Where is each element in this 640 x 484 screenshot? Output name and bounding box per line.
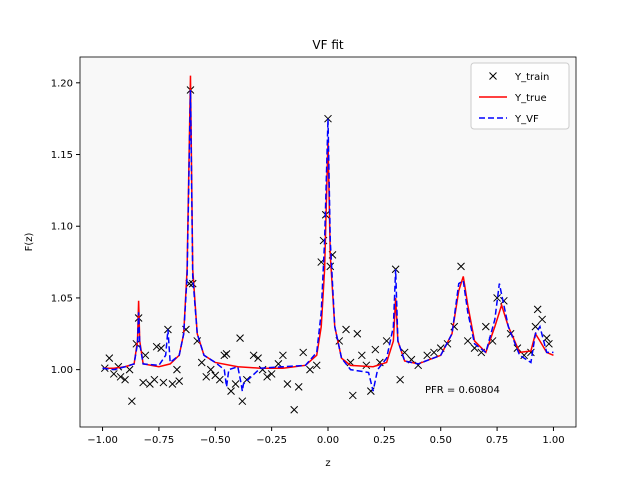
marker: [371, 345, 380, 354]
chart-title: VF fit: [312, 38, 343, 52]
marker: [121, 375, 129, 384]
marker: [290, 405, 299, 414]
marker: [215, 375, 224, 384]
y-tick-label: 1.00: [51, 365, 73, 376]
marker: [423, 351, 432, 360]
marker: [152, 342, 161, 351]
y-tick-label: 1.20: [51, 78, 73, 89]
marker: [220, 351, 229, 360]
y-axis-label: F(z): [24, 233, 35, 252]
marker: [463, 337, 472, 345]
marker: [382, 337, 391, 345]
x-tick-label: 0.50: [430, 435, 452, 446]
marker: [128, 397, 136, 406]
marker: [457, 262, 465, 271]
marker: [238, 397, 247, 406]
marker: [150, 375, 159, 384]
marker: [538, 315, 547, 324]
legend-label: Y_train: [514, 72, 549, 83]
marker: [396, 375, 404, 384]
x-tick-label: 0.25: [373, 435, 395, 446]
y-tick-label: 1.15: [51, 150, 73, 161]
marker: [520, 351, 528, 360]
marker: [353, 329, 362, 338]
x-tick-label: −0.75: [144, 435, 175, 446]
marker: [141, 351, 150, 360]
marker: [283, 380, 292, 388]
x-tick-label: −1.00: [87, 435, 118, 446]
marker: [493, 294, 501, 302]
marker: [159, 378, 168, 387]
line: [102, 89, 554, 392]
axes-frame: [79, 56, 577, 428]
marker: [357, 351, 366, 360]
marker: [231, 380, 240, 388]
marker: [116, 372, 125, 381]
marker: [157, 344, 166, 352]
line: [102, 75, 554, 369]
x-tick-label: 0.75: [486, 435, 508, 446]
y-tick-label: 1.05: [51, 293, 73, 304]
marker: [125, 365, 134, 374]
marker: [168, 380, 177, 388]
x-tick-label: −0.25: [256, 435, 287, 446]
marker: [312, 361, 321, 370]
marker: [430, 348, 438, 357]
legend-box: [470, 62, 570, 130]
marker: [294, 382, 303, 391]
plot-layer: [100, 75, 554, 414]
marker: [173, 365, 181, 374]
marker: [348, 391, 357, 400]
marker: [481, 322, 490, 331]
marker: [362, 361, 371, 370]
marker: [324, 114, 332, 123]
marker: [545, 339, 553, 348]
marker: [533, 305, 542, 314]
marker: [342, 325, 350, 334]
legend-label: Y_VF: [514, 114, 539, 125]
marker: [279, 351, 287, 360]
marker: [206, 365, 215, 374]
marker: [542, 334, 551, 342]
marker: [222, 350, 231, 358]
marker: [197, 358, 206, 367]
annotation: PFR = 0.60804: [425, 385, 500, 396]
x-tick-label: 1.00: [542, 435, 564, 446]
marker: [227, 387, 235, 396]
marker: [306, 365, 314, 374]
x-tick-label: −0.50: [200, 435, 231, 446]
marker: [242, 375, 251, 384]
marker: [527, 348, 535, 357]
x-tick-label: 0.00: [317, 435, 339, 446]
marker: [299, 348, 308, 357]
marker: [263, 372, 271, 381]
legend-marker: [489, 72, 497, 80]
marker: [109, 370, 118, 378]
marker: [254, 354, 262, 363]
legend-label: Y_true: [514, 93, 547, 104]
x-axis-label: z: [325, 458, 330, 469]
marker: [236, 334, 244, 342]
marker: [267, 370, 276, 378]
marker: [202, 372, 211, 381]
marker: [105, 354, 114, 363]
y-tick-label: 1.10: [51, 222, 73, 233]
marker: [175, 377, 184, 385]
marker: [139, 378, 147, 387]
marker: [249, 351, 258, 360]
